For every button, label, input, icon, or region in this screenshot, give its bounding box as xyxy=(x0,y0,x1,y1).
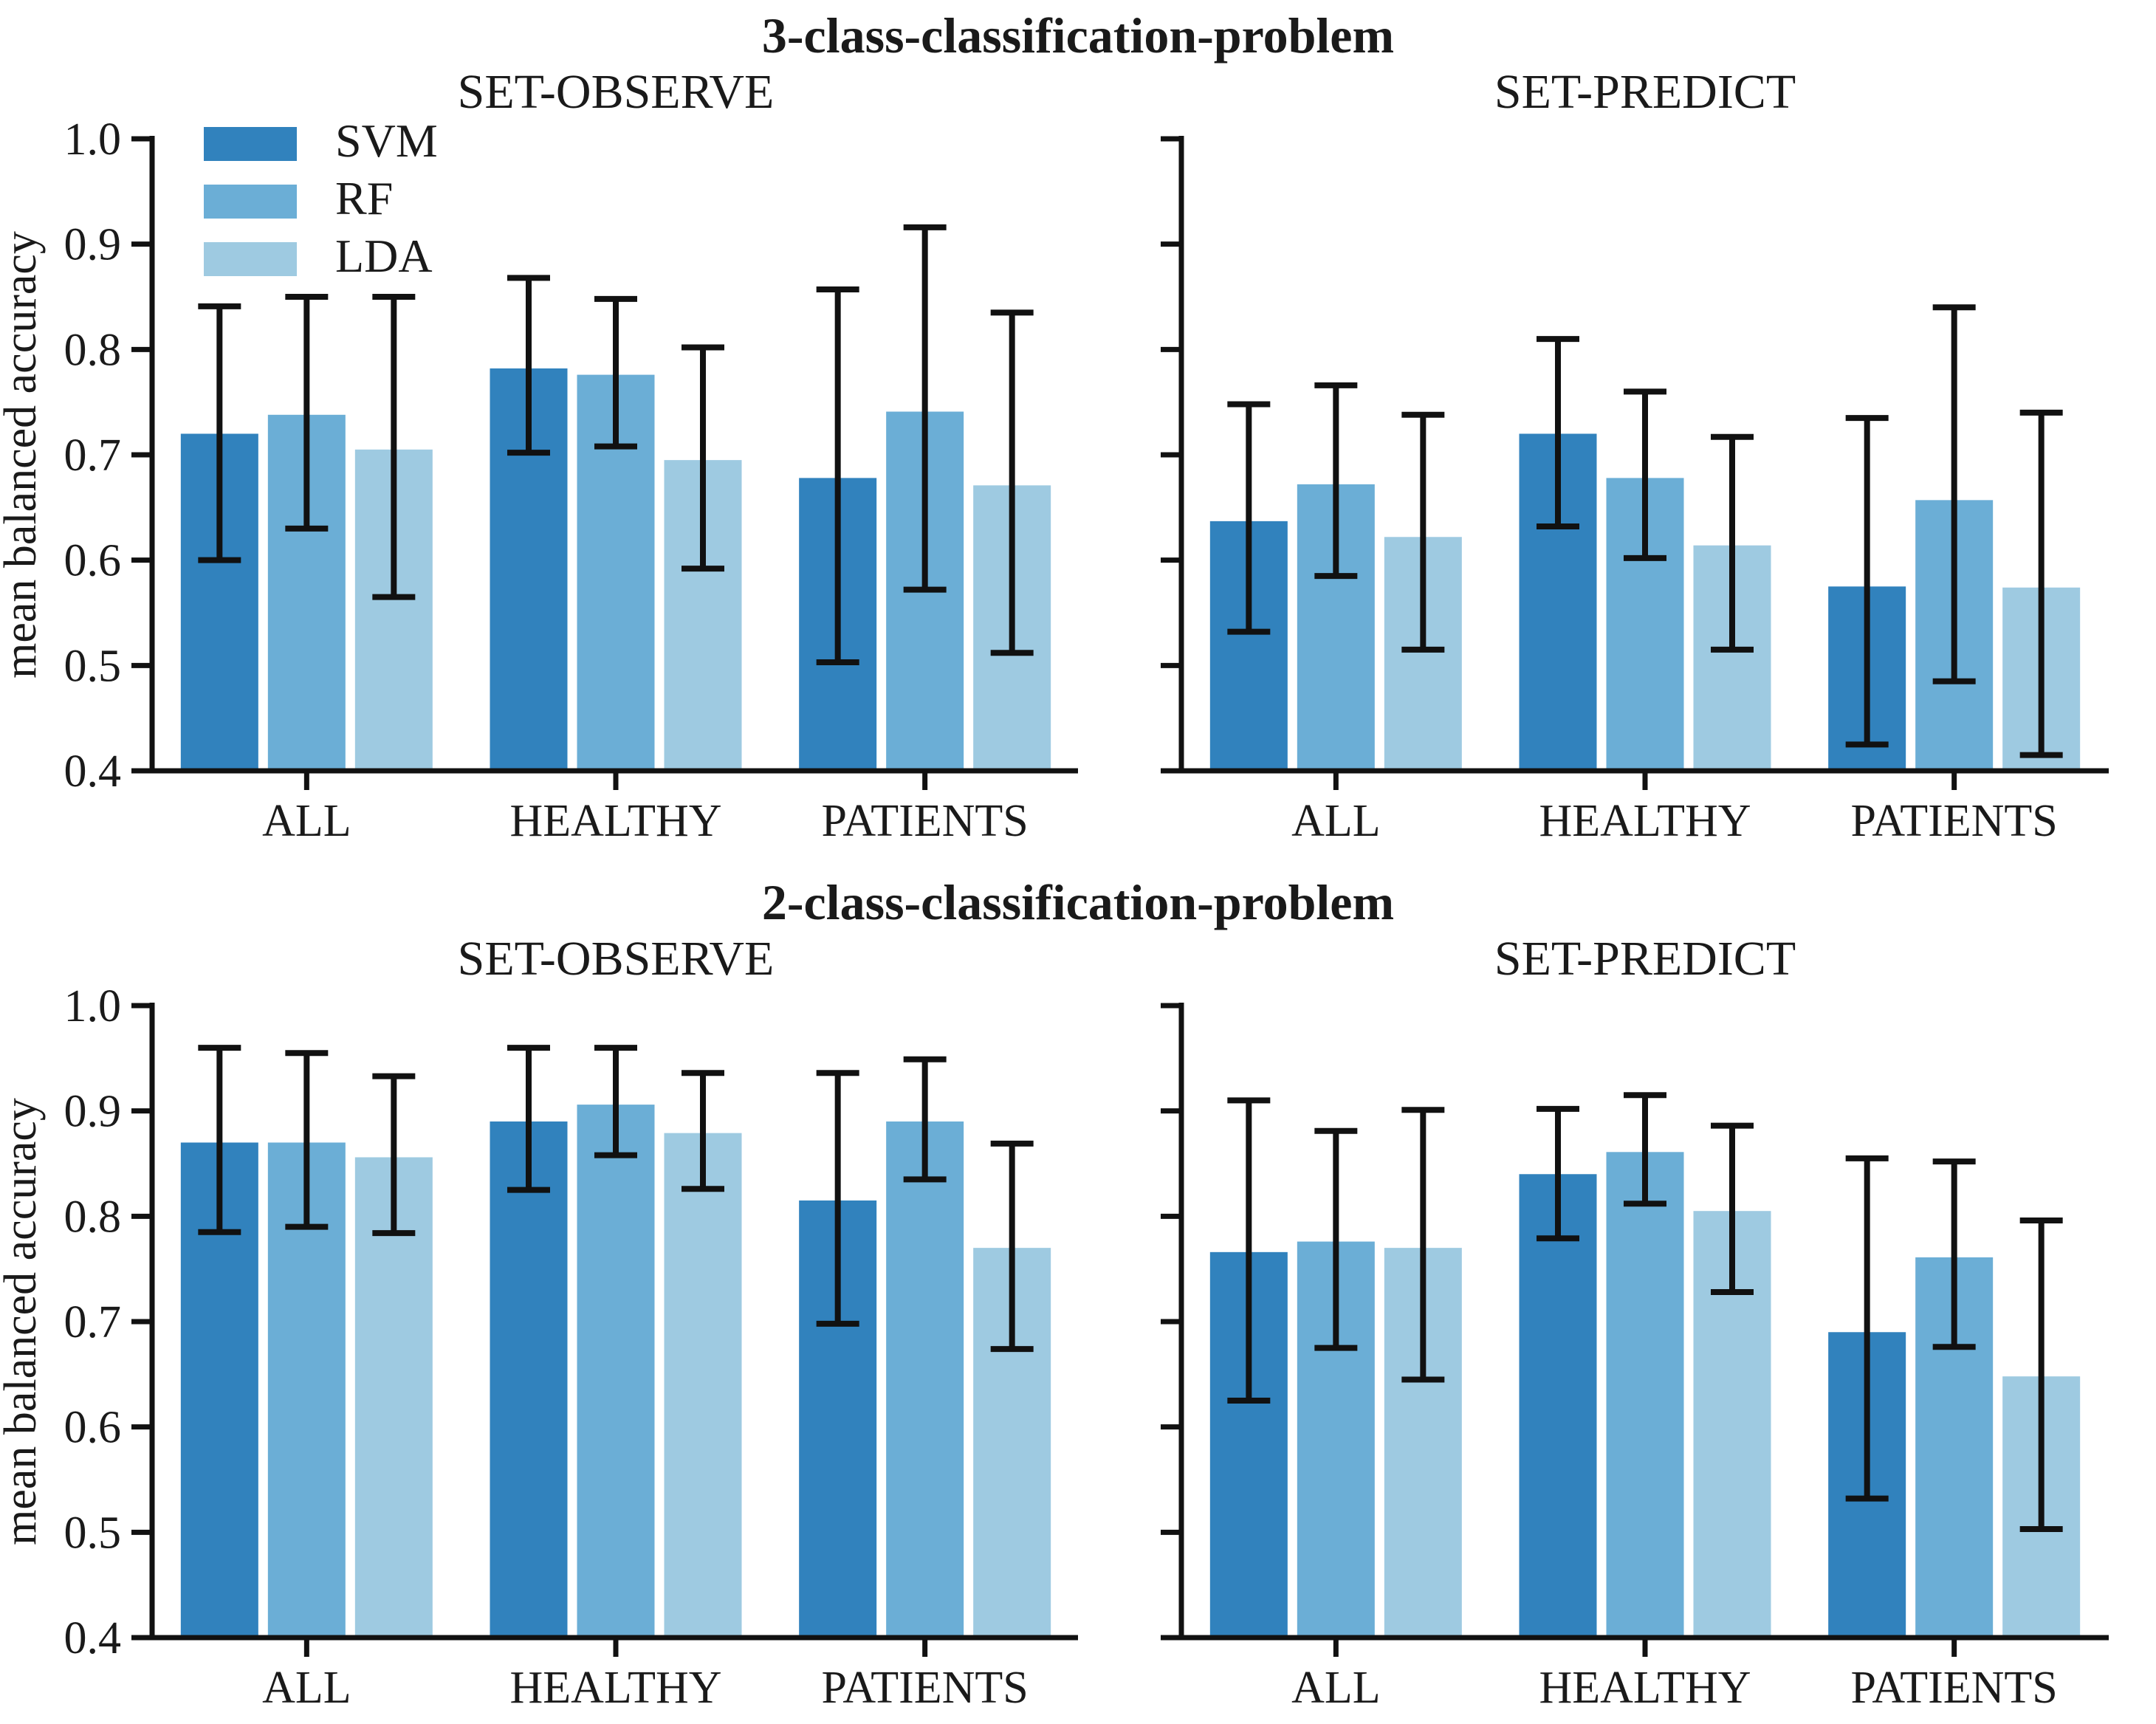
y-axis-label: mean balanced accuracy xyxy=(0,231,46,679)
chart-svg-2class-set-observe: SET-OBSERVE mean balanced accuracy 0.4 0.5 0… xyxy=(0,932,1078,1713)
y-tick-label: 0.9 xyxy=(64,220,122,270)
legend-swatch-svm xyxy=(204,127,297,161)
legend-swatch-lda xyxy=(204,242,297,276)
x-tick-label-healthy: HEALTHY xyxy=(509,796,721,846)
y-tick-label: 0.6 xyxy=(64,1403,122,1453)
subplot-title: SET-PREDICT xyxy=(1494,65,1796,119)
bar-lda-healthy xyxy=(664,1133,742,1638)
bar-svm-healthy xyxy=(490,1121,568,1638)
x-tick-label-all: ALL xyxy=(1291,1663,1381,1713)
y-axis-label: mean balanced accuracy xyxy=(0,1098,46,1545)
chart-svg-2class-set-predict: SET-PREDICT ALL HEALTHY PATIENTS xyxy=(1161,932,2109,1713)
y-tick-label: 0.6 xyxy=(64,536,122,586)
y-tick-label: 1.0 xyxy=(64,114,122,165)
chart-svg-3class-set-predict: SET-PREDICT ALL HEALTHY PATIENTS xyxy=(1161,65,2109,846)
chart-2class-set-predict: SET-PREDICT ALL HEALTHY PATIENTS xyxy=(1078,927,2156,1717)
y-tick-label: 0.5 xyxy=(64,1508,122,1558)
x-tick-label-patients: PATIENTS xyxy=(822,1663,1029,1713)
x-tick-label-all: ALL xyxy=(262,1663,351,1713)
row-charts-3-class: SET-OBSERVE mean balanced accuracy 0.4 0.5 0… xyxy=(0,61,2156,851)
section-2-class: 2-class-classification-problem SET-OBSER… xyxy=(0,877,2156,1717)
chart-3class-set-predict: SET-PREDICT ALL HEALTHY PATIENTS xyxy=(1078,61,2156,851)
chart-3class-set-observe: SET-OBSERVE mean balanced accuracy 0.4 0.5 0… xyxy=(0,61,1078,851)
legend-label-lda: LDA xyxy=(335,230,433,282)
legend-label-svm: SVM xyxy=(335,114,438,167)
x-tick-label-healthy: HEALTHY xyxy=(1539,1663,1751,1713)
y-tick-label: 1.0 xyxy=(64,981,122,1031)
y-tick-label: 0.8 xyxy=(64,325,122,375)
x-tick-label-healthy: HEALTHY xyxy=(1539,796,1751,846)
subplot-title: SET-OBSERVE xyxy=(458,932,775,986)
x-tick-label-healthy: HEALTHY xyxy=(509,1663,721,1713)
y-tick-label: 0.4 xyxy=(64,746,122,797)
legend-swatch-rf xyxy=(204,185,297,219)
x-tick-label-patients: PATIENTS xyxy=(1851,796,2058,846)
x-tick-label-patients: PATIENTS xyxy=(1851,1663,2058,1713)
y-tick-label: 0.9 xyxy=(64,1087,122,1137)
bar-rf-healthy xyxy=(1606,1152,1684,1638)
subplot-title: SET-PREDICT xyxy=(1494,932,1796,986)
bar-lda-all xyxy=(354,1157,433,1638)
chart-svg-3class-set-observe: SET-OBSERVE mean balanced accuracy 0.4 0.5 0… xyxy=(0,65,1078,846)
y-tick-label: 0.7 xyxy=(64,1297,122,1347)
y-tick-label: 0.7 xyxy=(64,430,122,481)
x-tick-label-all: ALL xyxy=(262,796,351,846)
legend-label-rf: RF xyxy=(335,172,393,224)
y-tick-label: 0.4 xyxy=(64,1613,122,1663)
bar-svm-healthy xyxy=(1519,1174,1597,1638)
y-tick-label: 0.5 xyxy=(64,641,122,691)
row-title-3-class: 3-class-classification-problem xyxy=(761,7,1395,63)
x-tick-label-patients: PATIENTS xyxy=(822,796,1029,846)
chart-2class-set-observe: SET-OBSERVE mean balanced accuracy 0.4 0.5 0… xyxy=(0,927,1078,1717)
section-3-class: 3-class-classification-problem SET-OBSER… xyxy=(0,10,2156,851)
row-title-2-class: 2-class-classification-problem xyxy=(761,874,1395,930)
figure: 3-class-classification-problem SET-OBSER… xyxy=(0,10,2156,1724)
row-charts-2-class: SET-OBSERVE mean balanced accuracy 0.4 0.5 0… xyxy=(0,927,2156,1717)
y-tick-label: 0.8 xyxy=(64,1192,122,1242)
bar-rf-healthy xyxy=(577,1105,655,1638)
bar-rf-patients xyxy=(886,1121,964,1638)
x-tick-label-all: ALL xyxy=(1291,796,1381,846)
subplot-title: SET-OBSERVE xyxy=(458,65,775,119)
